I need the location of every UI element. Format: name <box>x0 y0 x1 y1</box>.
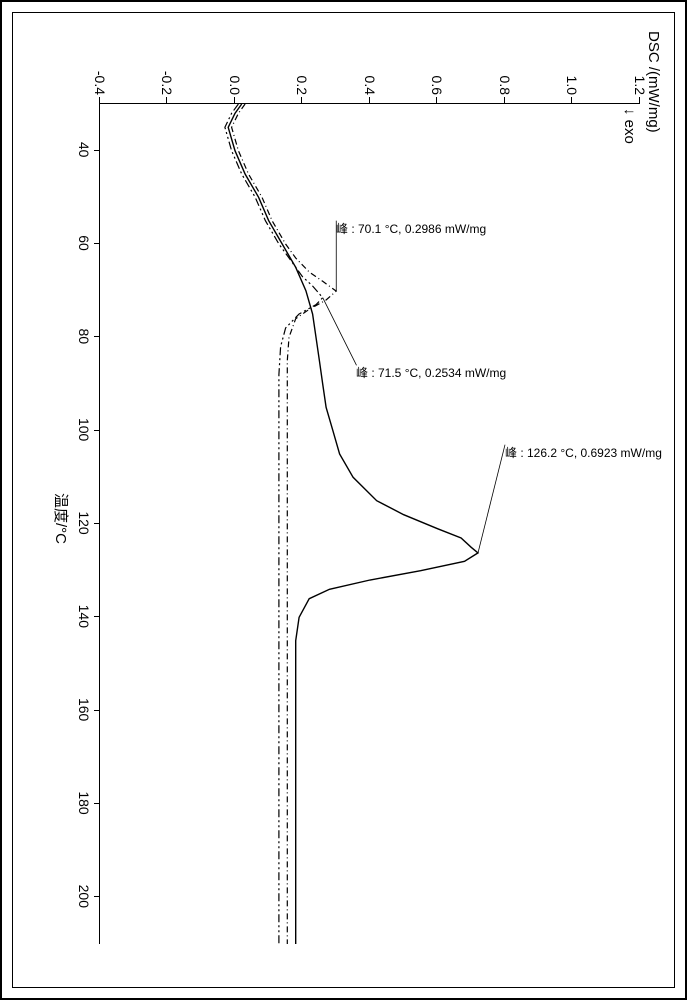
xtick-label: 200 <box>76 885 92 908</box>
ytick-label: 0.6 <box>430 63 446 95</box>
ytick <box>639 97 640 103</box>
xtick-label: 140 <box>76 605 92 628</box>
ytick-label: 0.4 <box>362 63 378 95</box>
xtick-label: 80 <box>76 329 92 345</box>
ytick <box>572 97 573 103</box>
ytick <box>234 97 235 103</box>
xtick <box>94 430 100 431</box>
outer-frame: DSC /(mW/mg) ↓ exo 温度/°C 406080100120140… <box>0 0 687 1000</box>
ytick <box>437 97 438 103</box>
ytick-label: -0.4 <box>92 63 108 95</box>
annotation-leader <box>478 445 505 553</box>
xtick-label: 60 <box>76 235 92 251</box>
xtick-label: 100 <box>76 418 92 441</box>
xtick <box>94 336 100 337</box>
xtick-label: 40 <box>76 142 92 158</box>
xtick <box>94 523 100 524</box>
xtick-label: 120 <box>76 511 92 534</box>
x-axis-title: 温度/°C <box>51 493 72 544</box>
annotation-label: 峰 : 70.1 °C, 0.2986 mW/mg <box>336 220 486 237</box>
ytick-label: 0.8 <box>497 63 513 95</box>
xtick <box>94 616 100 617</box>
ytick-label: 0.2 <box>295 63 311 95</box>
ytick <box>369 97 370 103</box>
xtick-label: 160 <box>76 698 92 721</box>
xtick <box>94 150 100 151</box>
annotation-label: 峰 : 126.2 °C, 0.6923 mW/mg <box>505 444 662 461</box>
xtick <box>94 896 100 897</box>
ytick-label: 0.0 <box>227 63 243 95</box>
xtick <box>94 710 100 711</box>
xtick <box>94 803 100 804</box>
ytick-label: -0.2 <box>160 63 176 95</box>
ytick <box>302 97 303 103</box>
annotation-leader <box>323 298 357 366</box>
xtick <box>94 243 100 244</box>
ytick <box>167 97 168 103</box>
xtick-label: 180 <box>76 791 92 814</box>
ytick <box>504 97 505 103</box>
chart-rotated-stage: DSC /(mW/mg) ↓ exo 温度/°C 406080100120140… <box>13 13 680 993</box>
ytick <box>99 97 100 103</box>
ytick-label: 1.2 <box>632 63 648 95</box>
ytick-label: 1.0 <box>565 63 581 95</box>
annotation-label: 峰 : 71.5 °C, 0.2534 mW/mg <box>357 364 507 381</box>
inner-frame: DSC /(mW/mg) ↓ exo 温度/°C 406080100120140… <box>12 12 675 988</box>
series-curve-dashdot-a <box>232 104 337 944</box>
